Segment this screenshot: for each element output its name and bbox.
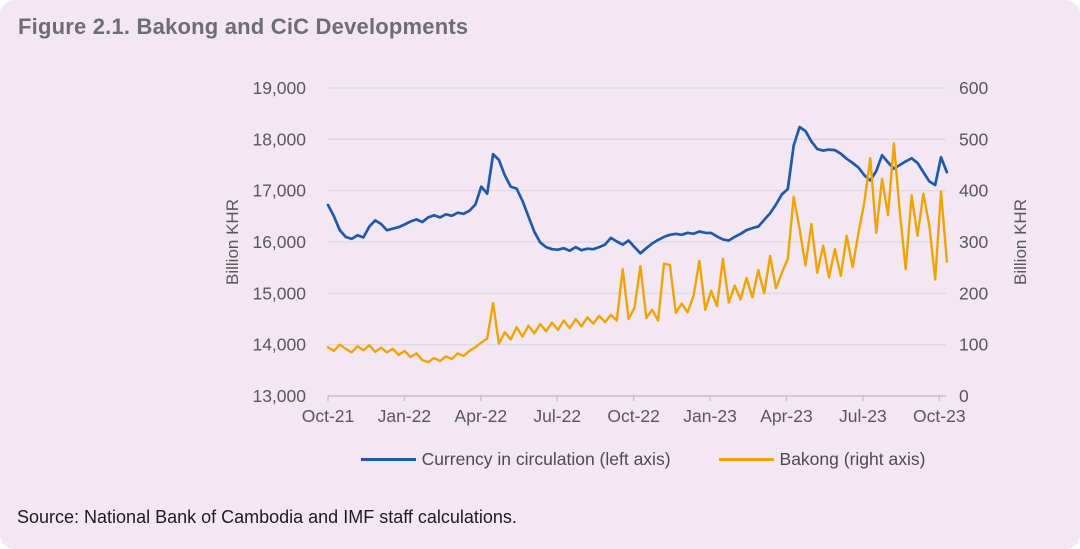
axis-title-left: Billion KHR xyxy=(223,199,242,285)
y-tick-label-right: 600 xyxy=(959,78,988,98)
x-tick-label: Apr-22 xyxy=(455,406,508,426)
y-tick-label-left: 18,000 xyxy=(252,129,306,149)
figure-title: Figure 2.1. Bakong and CiC Developments xyxy=(18,14,469,39)
x-tick-label: Jan-22 xyxy=(378,406,432,426)
y-tick-label-right: 100 xyxy=(959,335,988,355)
y-tick-label-right: 200 xyxy=(959,283,988,303)
x-tick-label: Oct-21 xyxy=(302,406,355,426)
bakong-line xyxy=(326,142,949,364)
legend-label-bakong: Bakong (right axis) xyxy=(779,449,926,469)
y-tick-label-right: 500 xyxy=(959,129,988,149)
x-tick-label: Jul-22 xyxy=(533,406,581,426)
chart-legend: Currency in circulation (left axis) Bako… xyxy=(210,449,1076,470)
y-tick-label-right: 400 xyxy=(959,181,988,201)
y-tick-label-left: 16,000 xyxy=(252,232,306,252)
x-tick-label: Jan-23 xyxy=(683,406,737,426)
y-tick-label-right: 300 xyxy=(959,232,988,252)
cic-line xyxy=(326,125,949,255)
source-note: Source: National Bank of Cambodia and IM… xyxy=(17,507,517,527)
axis-title-right: Billion KHR xyxy=(1011,199,1030,285)
y-tick-label-left: 15,000 xyxy=(252,283,306,303)
legend-label-cic: Currency in circulation (left axis) xyxy=(421,449,671,469)
y-tick-label-right: 0 xyxy=(959,386,969,406)
cic-line-swatch xyxy=(360,458,416,461)
y-tick-label-left: 17,000 xyxy=(252,181,306,201)
legend-item-cic: Currency in circulation (left axis) xyxy=(360,449,671,470)
x-tick-label: Jul-23 xyxy=(839,406,887,426)
y-tick-label-left: 14,000 xyxy=(252,335,306,355)
y-tick-label-left: 19,000 xyxy=(252,78,306,98)
x-tick-label: Apr-23 xyxy=(760,406,813,426)
y-tick-label-left: 13,000 xyxy=(252,386,306,406)
legend-item-bakong: Bakong (right axis) xyxy=(718,449,926,470)
x-tick-label: Oct-23 xyxy=(913,406,966,426)
bakong-line-swatch xyxy=(718,458,774,461)
x-tick-label: Oct-22 xyxy=(607,406,660,426)
